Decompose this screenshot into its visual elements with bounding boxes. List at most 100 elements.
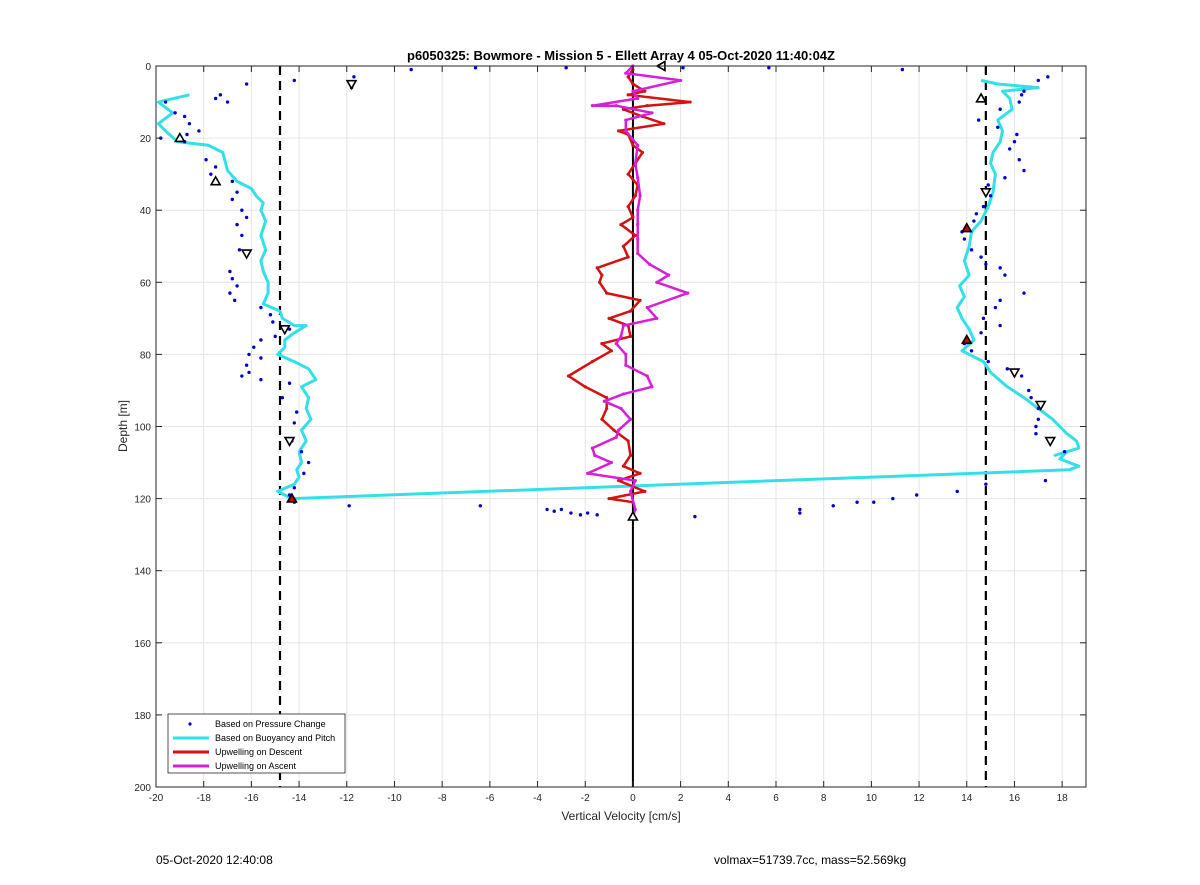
upwelling-on-ascent-point: [633, 161, 637, 165]
upwelling-on-descent-point: [621, 244, 625, 248]
upwelling-on-ascent-point: [609, 460, 614, 465]
upwelling-on-ascent-point: [645, 305, 649, 310]
y-tick-label: 180: [134, 711, 151, 722]
upwelling-on-descent-point: [626, 172, 630, 176]
pressure-change-point: [280, 395, 285, 400]
upwelling-on-descent-point: [607, 497, 611, 501]
pressure-change-point: [1062, 450, 1067, 454]
upwelling-on-ascent-point: [633, 507, 637, 512]
x-tick-label: -2: [581, 793, 590, 804]
pressure-change-point: [855, 500, 859, 504]
upwelling-on-ascent-point: [628, 489, 633, 493]
pressure-change-point: [798, 507, 802, 512]
pressure-change-point: [1003, 176, 1007, 180]
pressure-change-point: [981, 204, 986, 209]
upwelling-on-descent-point: [626, 439, 630, 443]
upwelling-on-ascent-point: [590, 104, 594, 108]
legend-label-upwelling-ascent: Upwelling on Ascent: [215, 761, 297, 771]
upwelling-on-descent-point: [600, 341, 604, 346]
upwelling-on-descent-point: [619, 223, 623, 227]
pressure-change-point: [247, 370, 251, 375]
pressure-change-point: [545, 507, 549, 512]
pressure-change-point: [1017, 158, 1021, 162]
pressure-change-point: [237, 248, 242, 252]
upwelling-on-descent-point: [640, 150, 645, 155]
pressure-change-point: [872, 500, 876, 504]
pressure-change-point: [1036, 417, 1041, 421]
pressure-change-point: [292, 486, 297, 490]
pressure-change-point: [831, 504, 835, 508]
pressure-change-point: [244, 215, 249, 220]
pressure-change-point: [974, 212, 979, 216]
upwelling-on-ascent-point: [614, 104, 618, 108]
upwelling-on-ascent-point: [590, 446, 594, 450]
pressure-change-point: [273, 334, 277, 339]
pressure-change-point: [228, 269, 232, 274]
pressure-change-point: [1005, 367, 1010, 371]
pressure-change-point: [240, 374, 244, 378]
pressure-change-point: [409, 67, 413, 72]
x-tick-label: -14: [292, 793, 307, 804]
pressure-change-point: [681, 66, 685, 70]
x-tick-label: -8: [438, 793, 447, 804]
legend-entry-upwelling-ascent: Upwelling on Ascent: [173, 761, 297, 771]
upwelling-on-ascent-point: [636, 251, 640, 256]
legend-label-pressure-change: Based on Pressure Change: [215, 719, 326, 729]
pressure-change-point: [240, 208, 244, 212]
pressure-change-point: [352, 75, 356, 79]
triangle-marker: [960, 333, 973, 345]
upwelling-on-descent-point: [600, 273, 604, 277]
x-tick-label: -4: [533, 793, 542, 804]
pressure-change-point: [578, 513, 583, 517]
pressure-change-point: [1017, 100, 1021, 104]
pressure-change-point: [259, 305, 263, 310]
upwelling-on-descent-point: [626, 93, 630, 97]
upwelling-on-ascent-point: [621, 392, 625, 396]
pressure-change-point: [552, 509, 556, 513]
triangle-marker: [240, 249, 253, 260]
upwelling-on-ascent-point: [614, 435, 618, 439]
pressure-change-point: [569, 511, 573, 515]
upwelling-on-descent-point: [605, 291, 609, 295]
upwelling-on-descent-point: [621, 464, 625, 468]
upwelling-on-descent-point: [643, 489, 647, 493]
pressure-change-point: [998, 298, 1002, 303]
x-axis-label: Vertical Velocity [cm/s]: [561, 809, 680, 823]
upwelling-on-descent-point: [643, 89, 647, 93]
pressure-change-point: [173, 111, 177, 115]
upwelling-on-ascent-point: [648, 262, 652, 266]
upwelling-on-ascent-point: [624, 363, 628, 367]
upwelling-on-ascent-point: [602, 399, 606, 403]
legend-entry-buoyancy-pitch: Based on Buoyancy and Pitch: [173, 733, 335, 743]
y-axis-label: Depth [m]: [116, 400, 130, 452]
pressure-change-point: [228, 291, 232, 295]
y-tick-label: 120: [134, 495, 151, 506]
pressure-change-point: [969, 349, 974, 353]
x-tick-label: 12: [914, 793, 926, 804]
pressure-change-point: [287, 381, 292, 385]
y-tick-label: 60: [140, 278, 152, 289]
x-tick-label: 8: [821, 793, 827, 804]
upwelling-on-descent-point: [645, 104, 649, 108]
pressure-change-point: [185, 132, 189, 137]
pressure-change-point: [1027, 388, 1031, 393]
pressure-change-point: [292, 78, 297, 83]
upwelling-on-descent-point: [583, 385, 587, 389]
pressure-change-point: [1022, 168, 1026, 173]
upwelling-on-ascent-point: [655, 280, 659, 284]
upwelling-on-ascent-point: [624, 71, 628, 75]
upwelling-on-ascent-point: [679, 78, 683, 83]
pressure-change-point: [299, 450, 304, 454]
series-upwelling-on-descent-vertices: [566, 68, 692, 504]
pressure-change-point: [1007, 147, 1012, 151]
pressure-change-point: [306, 460, 311, 465]
upwelling-on-ascent-point: [621, 323, 625, 328]
upwelling-on-descent-point: [566, 374, 571, 378]
x-tick-label: 14: [961, 793, 973, 804]
upwelling-on-ascent-point: [650, 385, 654, 389]
pressure-change-point: [1022, 291, 1026, 295]
pressure-change-point: [1003, 273, 1007, 277]
triangle-marker: [1034, 400, 1047, 411]
triangle-marker: [627, 510, 639, 521]
